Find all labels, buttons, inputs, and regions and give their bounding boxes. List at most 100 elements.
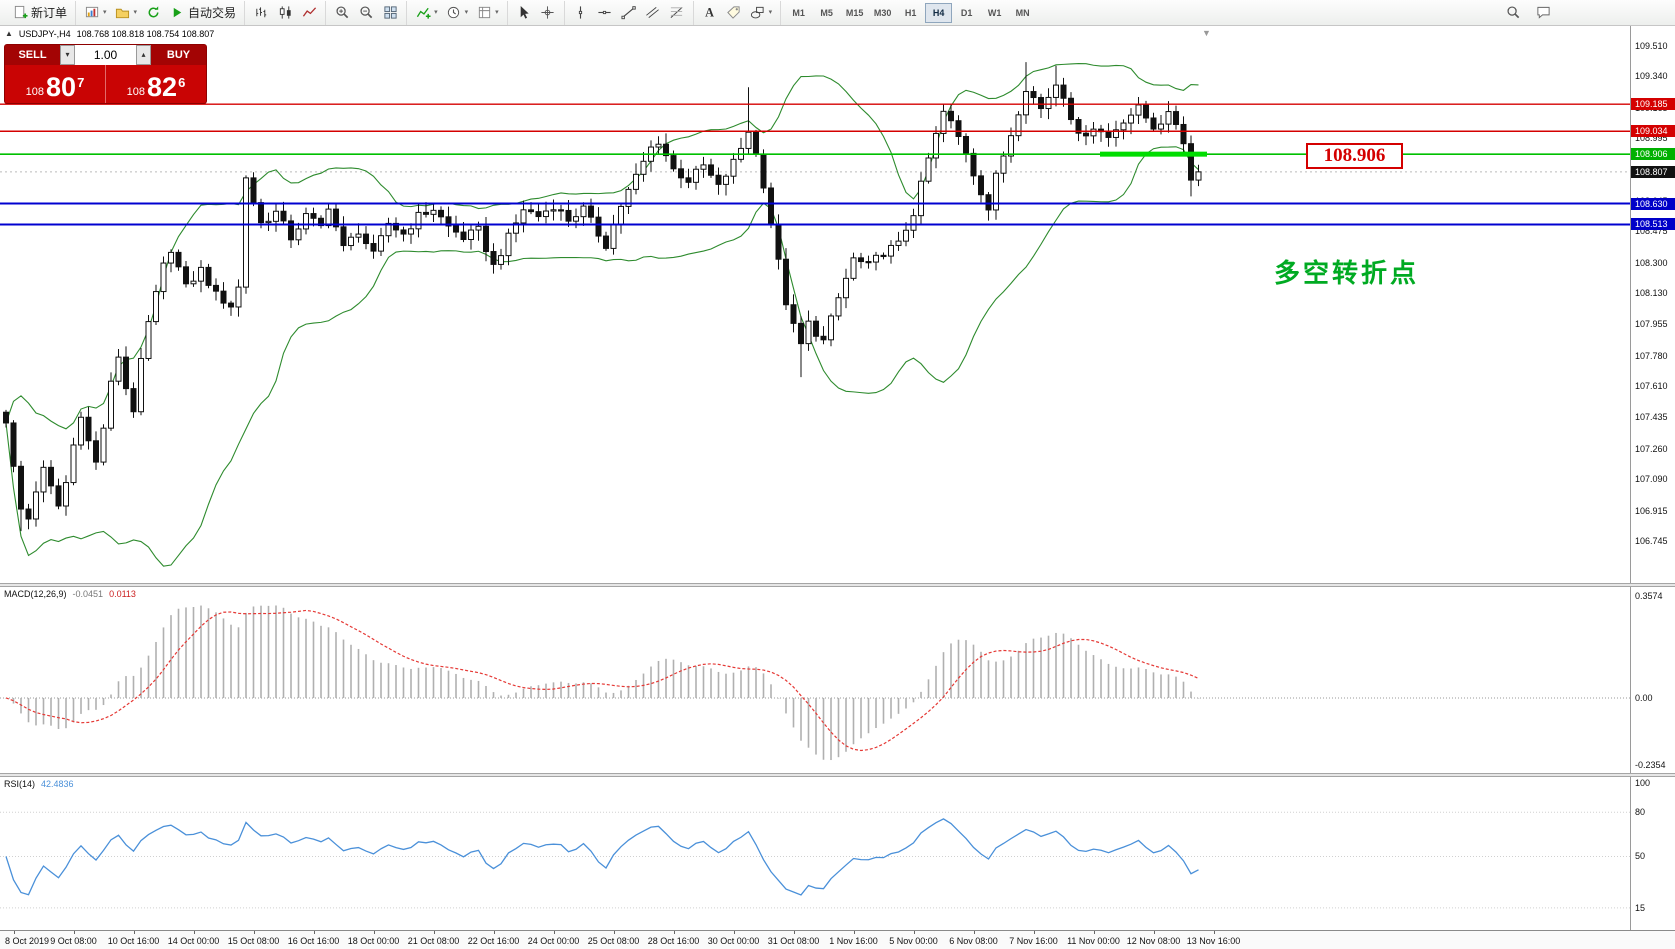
zoom-in-button[interactable] xyxy=(330,2,354,24)
macd-signal-value: 0.0113 xyxy=(109,589,136,599)
label-button[interactable] xyxy=(722,2,746,24)
timeframe-m1-button[interactable]: M1 xyxy=(785,3,812,23)
rsi-label: RSI(14) 42.4836 xyxy=(4,779,74,789)
bid-price[interactable]: 108 80 7 xyxy=(5,65,105,103)
tline-icon xyxy=(621,5,637,21)
candle-chart-button[interactable] xyxy=(273,2,297,24)
search-button[interactable] xyxy=(1501,2,1525,24)
time-axis-label: 24 Oct 00:00 xyxy=(527,936,580,946)
indicators-icon xyxy=(415,5,431,21)
time-axis-tick xyxy=(613,931,615,934)
periods-button[interactable]: ▾ xyxy=(442,2,473,24)
chat-icon xyxy=(1535,5,1551,21)
indicators-button[interactable]: ▾ xyxy=(411,2,442,24)
time-axis-label: 18 Oct 00:00 xyxy=(347,936,400,946)
price-axis-label: 108.130 xyxy=(1635,288,1668,299)
new-chart-button[interactable]: ▾ xyxy=(80,2,111,24)
rsi-value: 42.4836 xyxy=(41,779,74,789)
price-axis[interactable]: 109.510109.340109.165108.995108.820108.6… xyxy=(1630,26,1675,583)
time-axis-label: 9 Oct 08:00 xyxy=(50,936,97,946)
time-axis-tick xyxy=(1033,931,1035,934)
refresh-button[interactable] xyxy=(141,2,165,24)
price-badge-109.034: 109.034 xyxy=(1631,125,1675,138)
community-button[interactable] xyxy=(1531,2,1555,24)
rsi-axis[interactable]: 100 80 50 15 xyxy=(1630,777,1675,930)
doc-plus-icon xyxy=(12,5,28,21)
time-axis-tick xyxy=(13,931,15,934)
timeframe-m15-button[interactable]: M15 xyxy=(841,3,868,23)
bid-prefix: 108 xyxy=(25,86,45,98)
highlight-zone[interactable] xyxy=(1100,151,1207,157)
time-axis-label: 1 Nov 16:00 xyxy=(829,936,878,946)
time-axis[interactable]: 8 Oct 2019 9 Oct 08:00 10 Oct 16:00 14 Oct … xyxy=(0,930,1675,949)
time-axis-label: 7 Nov 16:00 xyxy=(1009,936,1058,946)
price-axis-label: 107.610 xyxy=(1635,381,1668,392)
ask-price[interactable]: 108 82 6 xyxy=(105,65,206,103)
crosshair-button[interactable] xyxy=(536,2,560,24)
time-axis-tick xyxy=(1213,931,1215,934)
time-axis-tick xyxy=(793,931,795,934)
price-callout-label[interactable]: 108.906 xyxy=(1306,143,1403,169)
profiles-button[interactable]: ▾ xyxy=(111,2,142,24)
buy-button[interactable]: BUY xyxy=(151,45,206,65)
dropdown-caret-icon: ▾ xyxy=(464,9,469,16)
panel-separator[interactable] xyxy=(0,583,1675,587)
cursor-button[interactable] xyxy=(512,2,536,24)
templates-button[interactable]: ▾ xyxy=(472,2,503,24)
time-axis-label: 22 Oct 16:00 xyxy=(467,936,520,946)
collapse-panel-icon[interactable]: ▲ xyxy=(5,29,13,38)
timeframe-m5-button[interactable]: M5 xyxy=(813,3,840,23)
text-button[interactable]: A xyxy=(698,2,722,24)
dropdown-caret-icon: ▾ xyxy=(434,9,438,16)
volume-input[interactable] xyxy=(75,45,136,65)
price-badge-108.906: 108.906 xyxy=(1631,148,1675,161)
main-chart-surface[interactable] xyxy=(0,26,1630,583)
chart-ohlc-values: 108.768 108.818 108.754 108.807 xyxy=(76,29,215,39)
volume-decrease-button[interactable]: ▾ xyxy=(60,45,75,65)
macd-axis[interactable]: 0.3574 0.00 -0.2354 xyxy=(1630,587,1675,773)
panel-separator[interactable] xyxy=(0,773,1675,777)
fibonacci-button[interactable] xyxy=(665,2,689,24)
ask-main-digits: 82 xyxy=(147,72,178,102)
line-chart-button[interactable] xyxy=(297,2,321,24)
autotrade-button[interactable]: 自动交易 xyxy=(165,2,240,24)
timeframe-m30-button[interactable]: M30 xyxy=(869,3,896,23)
toolbar: 新订单 ▾ ▾ 自动交易 ▾ ▾ ▾ A ▾ M1 M5 M15 M30 H1 H4 D1 W1 MN xyxy=(0,0,1675,26)
macd-label: MACD(12,26,9) -0.0451 0.0113 xyxy=(4,589,136,599)
vertical-line-button[interactable] xyxy=(569,2,593,24)
timeframe-h4-button[interactable]: H4 xyxy=(925,2,953,23)
rsi-surface[interactable] xyxy=(0,777,1630,930)
tile-windows-button[interactable] xyxy=(378,2,402,24)
dropdown-caret-icon: ▾ xyxy=(495,9,499,16)
time-axis-label: 16 Oct 16:00 xyxy=(287,936,340,946)
timeframe-mn-button[interactable]: MN xyxy=(1009,3,1036,23)
price-axis-label: 108.475 xyxy=(1635,226,1668,237)
time-axis-label: 28 Oct 16:00 xyxy=(647,936,700,946)
chart-symbol-period: USDJPY-,H4 xyxy=(18,29,71,39)
timeframe-d1-button[interactable]: D1 xyxy=(953,3,980,23)
trendline-button[interactable] xyxy=(617,2,641,24)
rsi-axis-label: 15 xyxy=(1635,902,1646,913)
timeframe-w1-button[interactable]: W1 xyxy=(981,3,1008,23)
pointer-group xyxy=(508,0,565,25)
bar-chart-button[interactable] xyxy=(249,2,273,24)
charts-group: ▾ ▾ 自动交易 xyxy=(76,0,246,25)
linechart-icon xyxy=(301,5,317,21)
auto-scroll-icon[interactable]: ▼ xyxy=(1202,28,1211,38)
timeframe-group: M1 M5 M15 M30 H1 H4 D1 W1 MN xyxy=(781,1,1040,25)
shapes-button[interactable]: ▾ xyxy=(746,2,777,24)
timeframe-h1-button[interactable]: H1 xyxy=(897,3,924,23)
current-price-badge: 108.807 xyxy=(1631,165,1675,178)
channel-button[interactable] xyxy=(641,2,665,24)
horizontal-line-button[interactable] xyxy=(593,2,617,24)
price-axis-label: 109.340 xyxy=(1635,71,1668,82)
time-axis-label: 5 Nov 00:00 xyxy=(889,936,938,946)
dropdown-caret-icon: ▾ xyxy=(133,9,138,16)
volume-increase-button[interactable]: ▴ xyxy=(136,45,151,65)
zoom-out-button[interactable] xyxy=(354,2,378,24)
new-order-button[interactable]: 新订单 xyxy=(8,2,71,24)
chart-text-annotation[interactable]: 多空转折点 xyxy=(1274,259,1420,288)
sell-button[interactable]: SELL xyxy=(5,45,60,65)
macd-surface[interactable] xyxy=(0,587,1630,773)
